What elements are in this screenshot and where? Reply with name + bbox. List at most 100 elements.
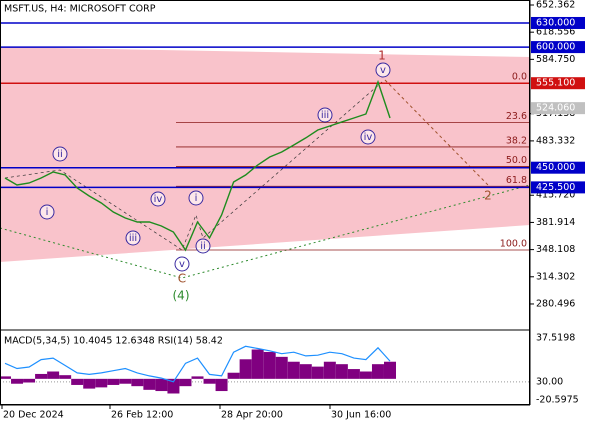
x-tick-label: 30 Jun 16:00: [331, 410, 391, 421]
wave-label: i: [195, 193, 198, 204]
wave-label: ii: [200, 241, 206, 252]
y-tick-label: -20.5975: [536, 395, 579, 406]
wave-label: 2: [484, 189, 492, 203]
macd-bar: [179, 378, 192, 387]
level-tag: [531, 16, 585, 29]
x-tick-label: 28 Apr 20:00: [221, 410, 283, 421]
fib-label: 61.8: [506, 175, 527, 186]
indicator-label: MACD(5,34,5) 10.4045 12.6348 RSI(14) 58.…: [4, 336, 223, 347]
y-tick-label: 314.302: [536, 271, 575, 282]
macd-bar: [119, 378, 132, 384]
price-line: [4, 79, 391, 252]
wave-circle: [174, 256, 190, 272]
macd-bar: [311, 366, 324, 379]
fib-label: 100.0: [500, 239, 527, 250]
macd-bar: [323, 361, 336, 379]
macd-bar: [167, 378, 180, 394]
macd-bar: [35, 373, 48, 379]
level-label: 450.000: [536, 162, 575, 173]
wave-label: v: [179, 259, 185, 270]
y-tick-label: 652.362: [536, 0, 575, 10]
frame: [0, 0, 530, 405]
fib-label: 50.0: [506, 155, 527, 166]
fib-label: 0.0: [512, 72, 527, 83]
level-tag: [531, 77, 585, 90]
chart-title: MSFT.US, H4: MICROSOFT CORP: [4, 4, 156, 15]
wave-label: ii: [57, 149, 63, 160]
macd-bar: [23, 378, 36, 383]
macd-bar: [263, 351, 276, 379]
wave-label: v: [380, 65, 386, 76]
regression-channel: [0, 47, 530, 262]
macd-bar: [275, 356, 288, 379]
level-tag: [531, 102, 585, 115]
macd-bar: [131, 378, 144, 387]
wave-circle: [39, 204, 55, 220]
level-tag: [531, 161, 585, 174]
macd-bar: [191, 376, 204, 379]
wave-label: C: [178, 272, 186, 286]
wave-label: iii: [321, 110, 329, 121]
macd-bar: [347, 369, 360, 379]
macd-bar: [11, 378, 24, 384]
wave-label: iv: [154, 194, 163, 205]
macd-bar: [287, 361, 300, 379]
y-tick-label: 348.108: [536, 244, 575, 255]
y-tick-label: 584.750: [536, 54, 575, 65]
macd-bar: [155, 378, 168, 392]
wave-circle: [52, 146, 68, 162]
fib-label: 23.6: [506, 111, 527, 122]
x-tick-label: 26 Feb 12:00: [111, 410, 173, 421]
macd-bar: [384, 361, 396, 379]
macd-bar: [227, 372, 240, 379]
wave-circle: [317, 107, 333, 123]
wave-circle: [360, 129, 376, 145]
wave-circle: [188, 190, 204, 206]
macd-bar: [71, 378, 84, 385]
macd-bar: [107, 378, 120, 385]
macd-bar: [251, 349, 264, 379]
rsi-line: [4, 345, 391, 383]
macd-bar: [371, 364, 384, 379]
level-tag: [531, 41, 585, 54]
wave-circle: [125, 230, 141, 246]
level-label: 524.060: [536, 103, 575, 114]
level-tag: [531, 181, 585, 194]
macd-bar: [143, 378, 156, 390]
macd-bar: [359, 371, 372, 379]
wave-circle: [150, 191, 166, 207]
wave-label: iii: [129, 233, 137, 244]
macd-bar: [239, 359, 252, 379]
level-label: 425.500: [536, 182, 575, 193]
wave-lines: [4, 81, 383, 251]
x-tick-label: 20 Dec 2024: [3, 410, 64, 421]
y-tick-label: 618.556: [536, 27, 575, 38]
level-label: 555.100: [536, 78, 575, 89]
macd-bar: [83, 378, 96, 389]
y-tick-label: 280.496: [536, 298, 575, 309]
macd-bar: [59, 375, 72, 379]
wave-circle: [375, 62, 391, 78]
y-tick-label: 381.914: [536, 217, 575, 228]
macd-bar: [335, 364, 348, 379]
macd-bar: [0, 376, 11, 379]
y-tick-label: 415.720: [536, 190, 575, 201]
y-tick-label: 483.332: [536, 135, 575, 146]
wave-label: (4): [173, 289, 190, 303]
level-label: 600.000: [536, 42, 575, 53]
wave-label: 1: [378, 49, 386, 63]
macd-bar: [47, 371, 60, 379]
wave-label: iv: [364, 132, 373, 143]
macd-bar: [95, 378, 108, 388]
wave-label: i: [46, 207, 49, 218]
fib-label: 38.2: [506, 135, 527, 146]
y-tick-label: 37.5198: [536, 333, 575, 344]
macd-bar: [215, 378, 228, 392]
macd-bar: [203, 378, 216, 384]
level-label: 630.000: [536, 17, 575, 28]
wave-circle: [195, 238, 211, 254]
macd-bar: [299, 364, 312, 379]
y-tick-label: 30.00: [536, 376, 563, 387]
